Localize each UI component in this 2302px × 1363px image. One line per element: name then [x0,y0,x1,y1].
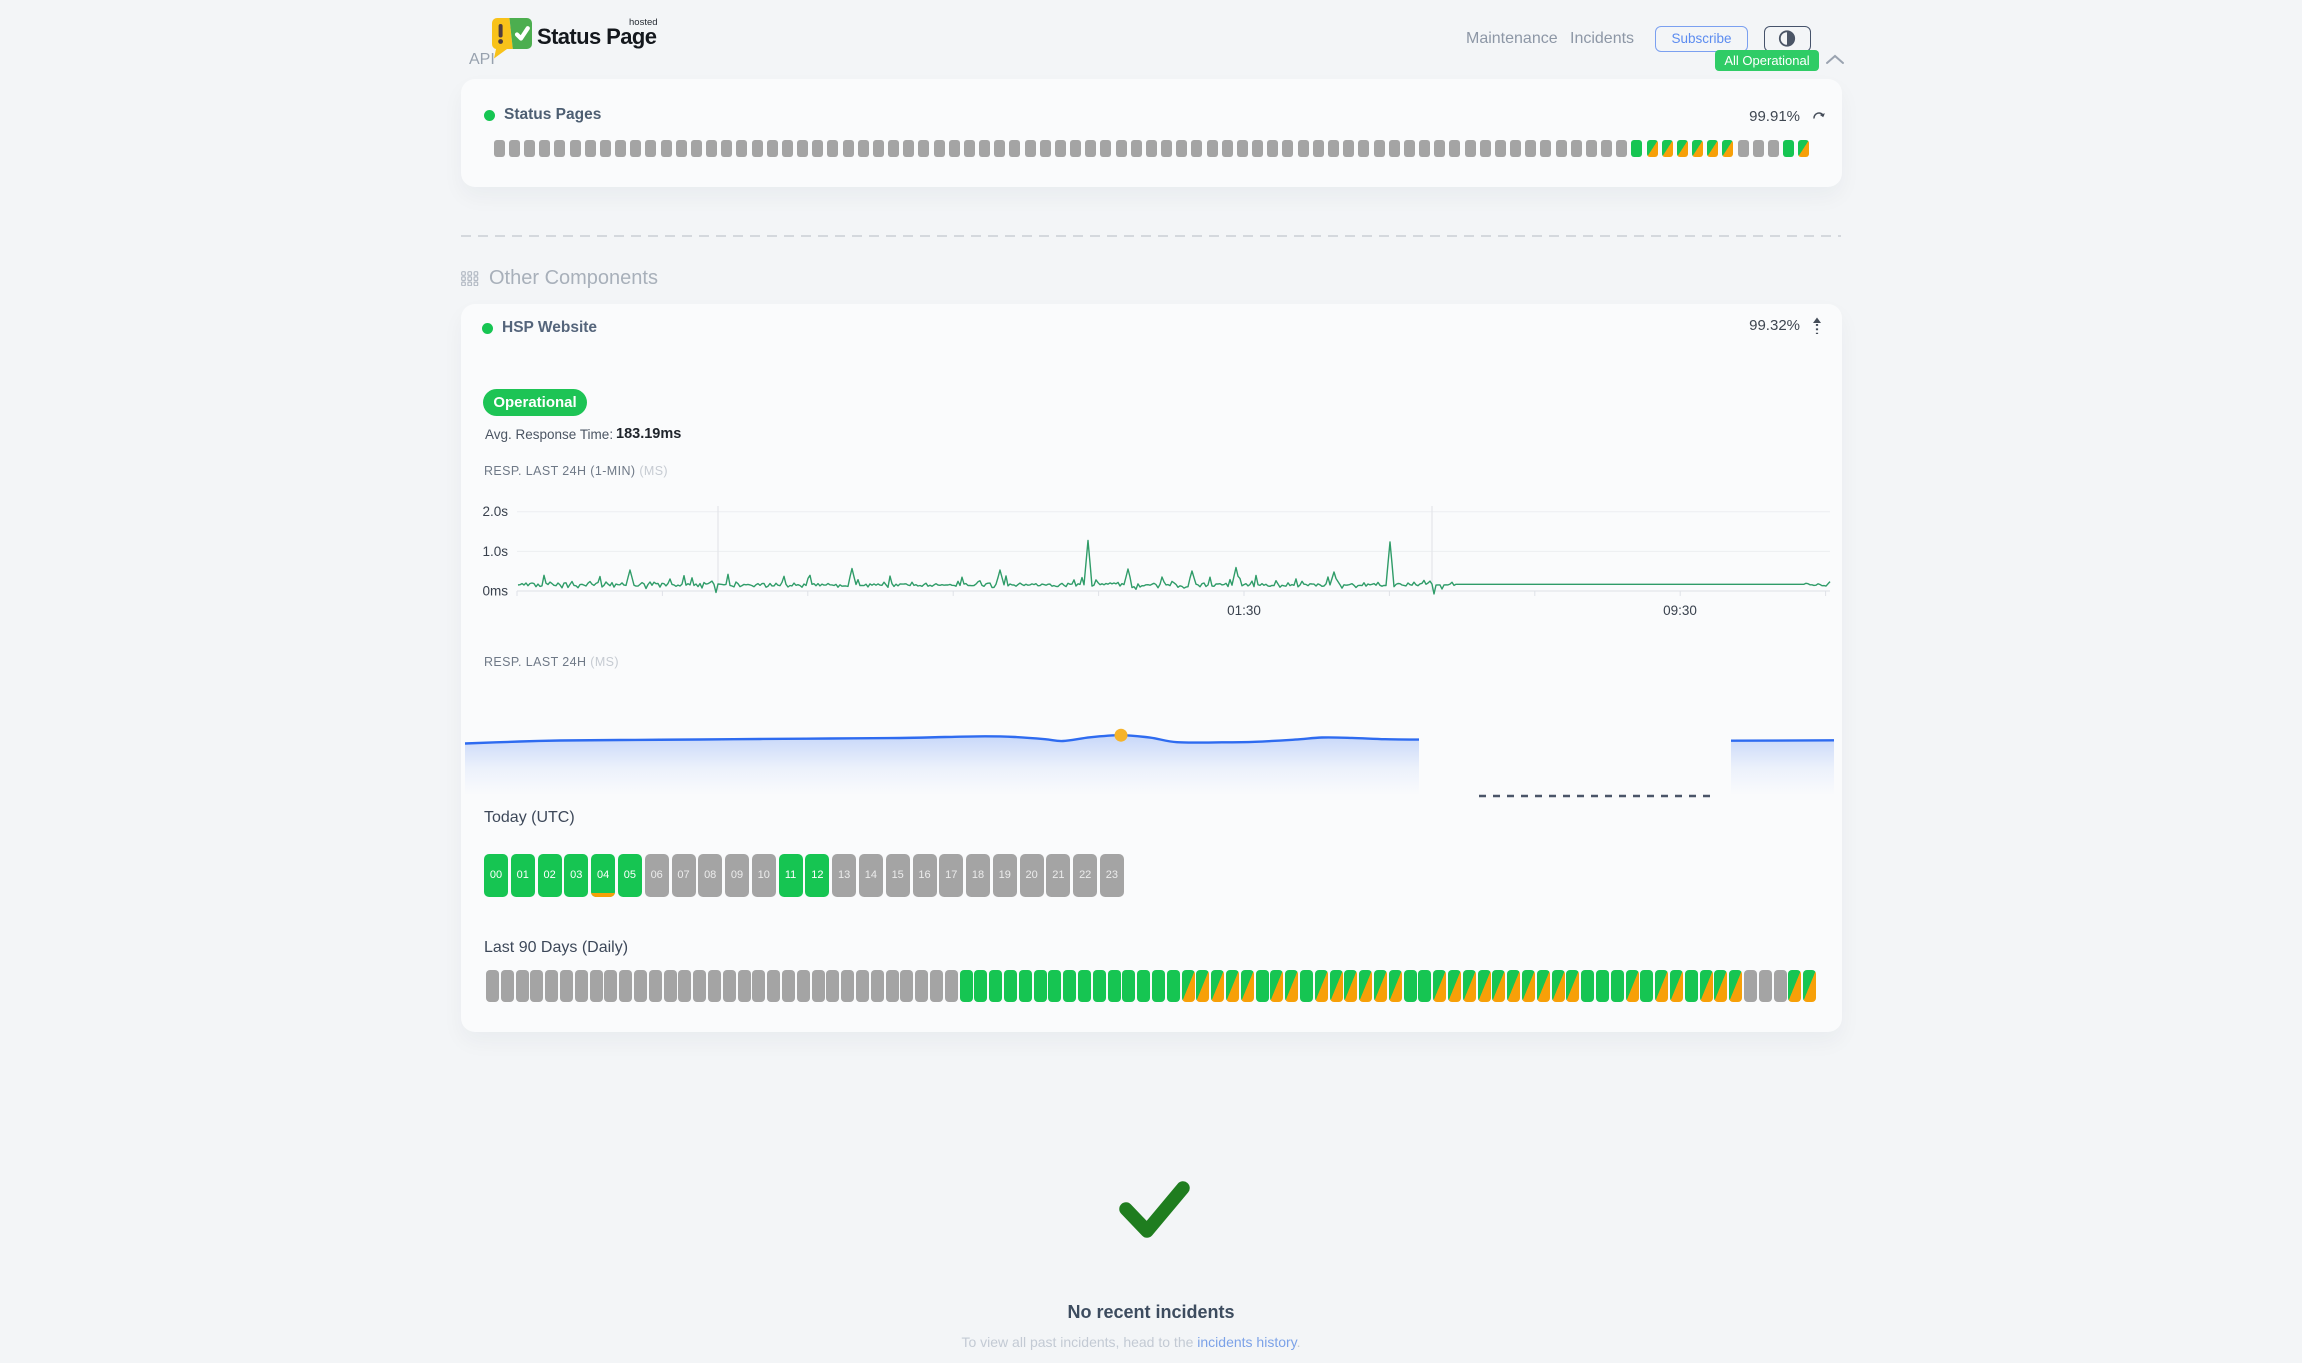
svg-text:0ms: 0ms [482,584,508,599]
svg-text:1.0s: 1.0s [482,544,508,559]
svg-text:01:30: 01:30 [1227,603,1261,618]
svg-text:2.0s: 2.0s [482,504,508,519]
svg-text:09:30: 09:30 [1663,603,1697,618]
